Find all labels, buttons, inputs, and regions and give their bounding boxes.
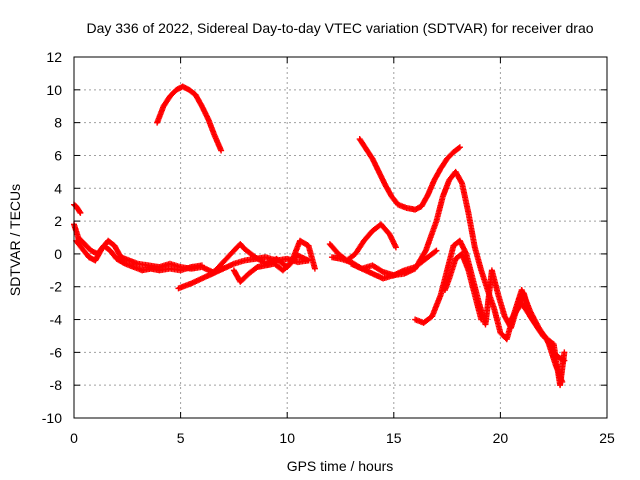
- x-tick-label: 25: [599, 430, 615, 446]
- x-tick-label: 10: [279, 430, 295, 446]
- x-tick-label: 5: [177, 430, 185, 446]
- data-point: [456, 144, 463, 151]
- y-tick-label: 8: [54, 115, 62, 131]
- y-tick-label: 10: [46, 82, 62, 98]
- series-arc-4: [154, 83, 225, 154]
- y-tick-label: -10: [42, 410, 62, 426]
- data-point: [76, 208, 83, 215]
- x-tick-label: 0: [70, 430, 78, 446]
- y-tick-label: 4: [54, 180, 62, 196]
- y-tick-label: -4: [50, 312, 63, 328]
- series-arc-3: [73, 237, 227, 275]
- y-tick-label: -2: [50, 279, 63, 295]
- y-tick-label: 6: [54, 147, 62, 163]
- y-tick-label: 2: [54, 213, 62, 229]
- data-point: [458, 179, 465, 186]
- y-tick-label: 12: [46, 49, 62, 65]
- series-arc-1: [71, 201, 84, 216]
- data-point: [561, 349, 568, 356]
- data-point: [478, 316, 485, 323]
- y-tick-label: -8: [50, 377, 63, 393]
- axis-ticks: 0 5 10 15 20 25 -10 -8 -6 -4 -2 0 2 4 6 8 10 12: [42, 49, 615, 446]
- data-point: [77, 209, 84, 216]
- data-point: [432, 248, 439, 255]
- x-tick-label: 15: [386, 430, 402, 446]
- series-arc-7: [230, 237, 318, 285]
- y-tick-label: -6: [50, 344, 63, 360]
- series-arc-10: [356, 136, 463, 213]
- data-point: [392, 244, 399, 251]
- x-tick-label: 20: [493, 430, 509, 446]
- data-point: [433, 247, 440, 254]
- y-axis-label: SDTVAR / TECUs: [7, 184, 23, 296]
- data-point: [455, 145, 462, 152]
- series-arc-13: [441, 250, 485, 323]
- data-points: [71, 83, 568, 389]
- chart-title: Day 336 of 2022, Sidereal Day-to-day VTE…: [86, 20, 593, 36]
- plot-frame: [73, 56, 608, 419]
- data-point: [218, 147, 225, 154]
- series-arc-9: [326, 221, 399, 264]
- x-axis-label: GPS time / hours: [287, 458, 394, 474]
- data-point: [311, 265, 318, 272]
- data-point: [422, 248, 429, 255]
- y-tick-label: 0: [54, 246, 62, 262]
- series-arc-14: [508, 300, 568, 389]
